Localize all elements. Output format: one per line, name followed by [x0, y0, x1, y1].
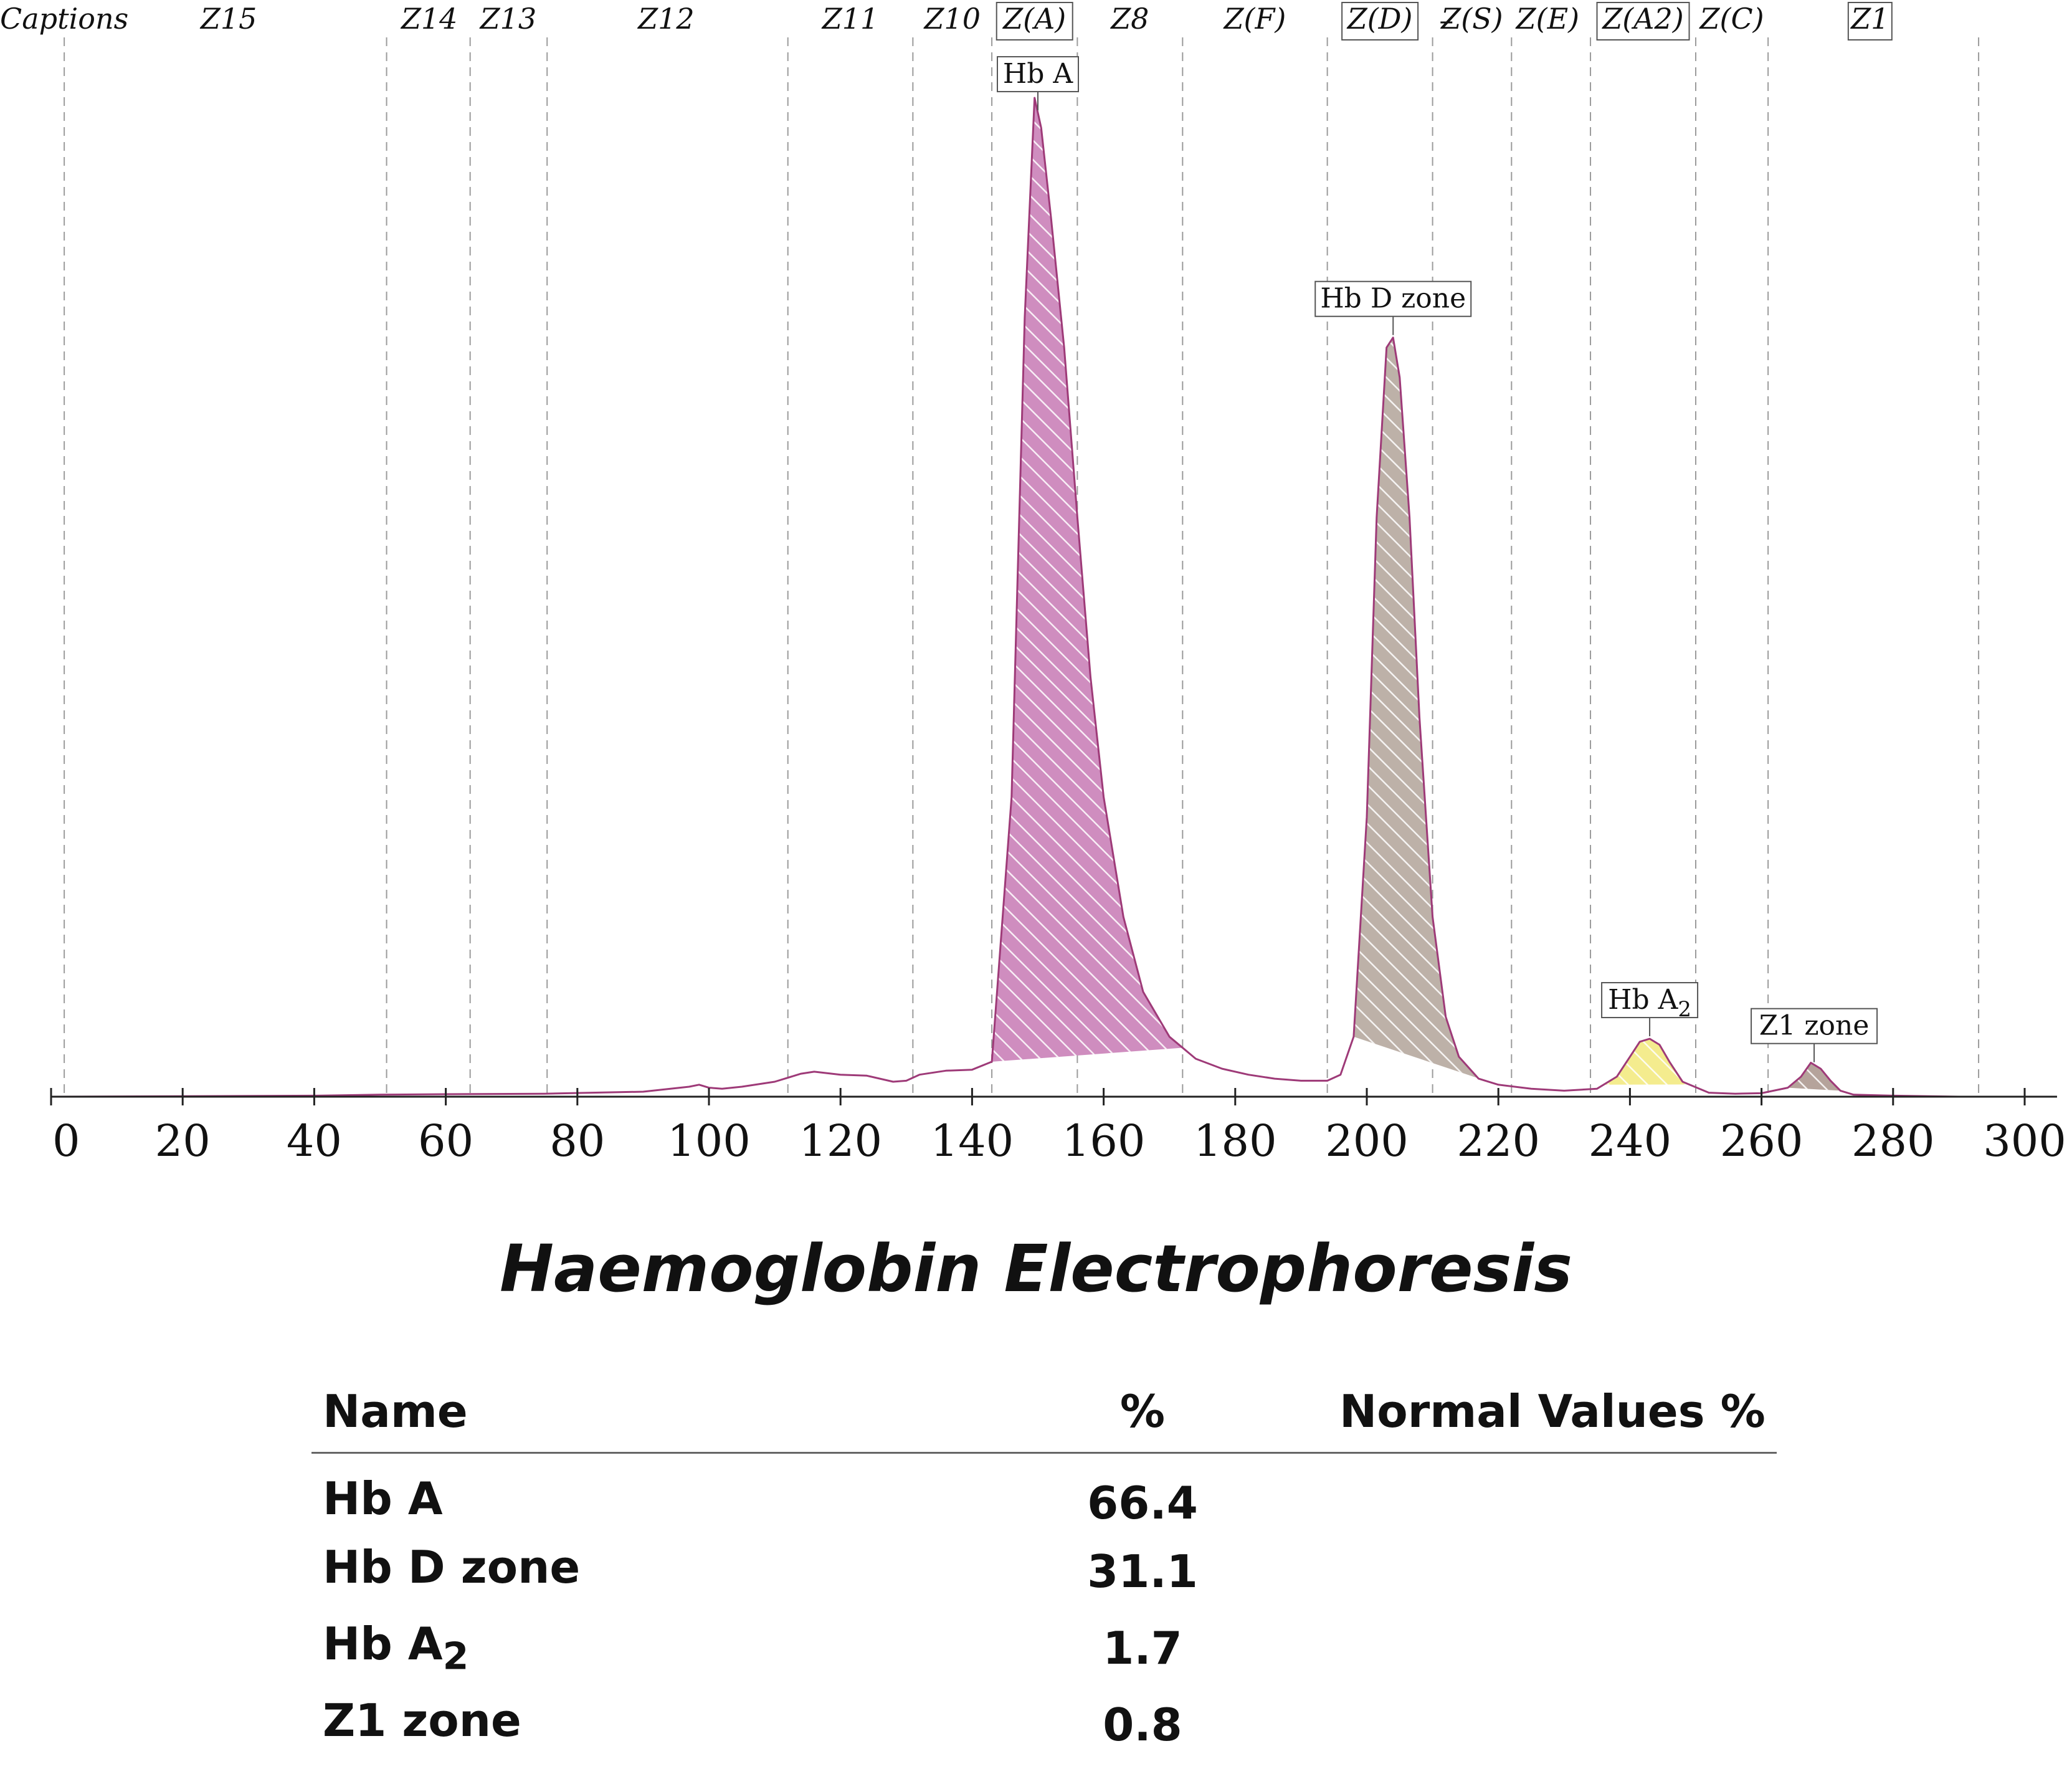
- x-tick-label: 300: [1983, 1115, 2066, 1166]
- zone-caption: Z8: [1110, 2, 1149, 36]
- x-axis: 0 20 40 60 80 100 120 140 160 180 200 220 240 260 280 3…: [50, 1088, 2066, 1166]
- x-tick-label: 80: [549, 1115, 605, 1166]
- zone-caption: Z14: [400, 2, 458, 36]
- trace: [50, 97, 2025, 1098]
- row-name: Hb D zone: [323, 1541, 581, 1594]
- row-percent: 0.8: [1103, 1698, 1182, 1751]
- peak-label: Hb D zone: [1320, 283, 1466, 315]
- row-percent: 66.4: [1087, 1476, 1198, 1529]
- zone-caption: Z(C): [1699, 2, 1764, 36]
- peak-label: Z1 zone: [1759, 1010, 1870, 1042]
- peak-label-box: [1601, 982, 1699, 1019]
- peak-hatch: [1604, 1039, 1689, 1085]
- x-tick-label: 0: [52, 1115, 80, 1166]
- x-tick-label: 280: [1851, 1115, 1935, 1166]
- row-normal: [1328, 1453, 1777, 1533]
- row-normal: [1328, 1610, 1777, 1686]
- x-tick-label: 160: [1062, 1115, 1146, 1166]
- table-row: Hb D zone 31.1: [311, 1533, 1777, 1610]
- header-name: Name: [323, 1385, 468, 1438]
- x-tick-label: 20: [155, 1115, 211, 1166]
- zone-caption: Z(S): [1440, 2, 1503, 36]
- zone-caption: Z10: [923, 2, 981, 36]
- zone-caption-box: [1847, 2, 1893, 41]
- zone-caption: Z(E): [1515, 2, 1579, 36]
- peak-label: Hb A: [1003, 58, 1074, 90]
- x-tick-label: 100: [667, 1115, 751, 1166]
- zone-caption-box: [1596, 2, 1690, 41]
- x-tick-label: 200: [1325, 1115, 1409, 1166]
- zone-caption: Z13: [479, 2, 537, 36]
- zone-caption: Z(D): [1346, 2, 1413, 36]
- row-name: Hb A2: [323, 1618, 469, 1679]
- electrophoresis-chart: 0 20 40 60 80 100 120 140 160 180 200 220 240 260 280 3…: [0, 2, 2066, 1166]
- x-tick-label: 40: [287, 1115, 342, 1166]
- row-normal: [1328, 1533, 1777, 1610]
- peak-hatch: [1787, 1062, 1841, 1091]
- peak-hatch: [992, 98, 1183, 1062]
- x-tick-label: 260: [1720, 1115, 1803, 1166]
- x-tick-label: 240: [1589, 1115, 1672, 1166]
- zone-caption: Captions: [0, 2, 128, 36]
- x-tick-label: 120: [799, 1115, 882, 1166]
- zone-caption: Z(A): [1002, 2, 1066, 36]
- row-name: Hb A: [323, 1472, 443, 1525]
- peak-labels: Hb A Hb D zone Hb A2 Z1 zone: [997, 56, 1878, 1062]
- x-tick-label: 220: [1457, 1115, 1540, 1166]
- x-tick-label: 180: [1194, 1115, 1277, 1166]
- table-row: Hb A2 1.7: [311, 1610, 1777, 1686]
- peak-label-box: [1751, 1008, 1878, 1044]
- zone-caption-box: [996, 2, 1073, 41]
- zone-caption: Z1: [1850, 2, 1889, 36]
- zone-caption-box: [1341, 2, 1419, 41]
- peak-label: Hb A2: [1608, 984, 1691, 1022]
- row-percent: 31.1: [1087, 1545, 1198, 1598]
- x-tick-label: 60: [418, 1115, 473, 1166]
- zone-captions: Captions Z15 Z14 Z13 Z12 Z11 Z10 Z(A) Z8 Z(F) Z(D)…: [0, 2, 1893, 41]
- row-percent: 1.7: [1103, 1621, 1182, 1674]
- series-line: [50, 97, 2025, 1098]
- peak-label-box: [997, 56, 1079, 93]
- zone-caption: Z11: [821, 2, 879, 36]
- zone-caption: Z(F): [1223, 2, 1286, 36]
- results-table: Name % Normal Values % Hb A 66.4 Hb D zo…: [311, 1371, 1777, 1763]
- row-normal: [1328, 1686, 1777, 1763]
- header-percent: %: [1119, 1385, 1166, 1438]
- table-row: Hb A 66.4: [311, 1453, 1777, 1533]
- peak-fills: [992, 98, 1841, 1091]
- zone-caption: Z12: [637, 2, 695, 36]
- zone-caption: Z(A2): [1601, 2, 1683, 36]
- header-normal-values: Normal Values %: [1339, 1385, 1765, 1438]
- peak-label-box: [1314, 280, 1472, 317]
- zone-caption: Z15: [199, 2, 257, 36]
- chart-title: Haemoglobin Electrophoresis: [500, 1231, 1572, 1307]
- table-header-row: Name % Normal Values %: [311, 1371, 1777, 1453]
- table-row: Z1 zone 0.8: [311, 1686, 1777, 1763]
- x-tick-label: 140: [931, 1115, 1014, 1166]
- peak-hatch: [1353, 337, 1492, 1083]
- row-name: Z1 zone: [323, 1694, 521, 1747]
